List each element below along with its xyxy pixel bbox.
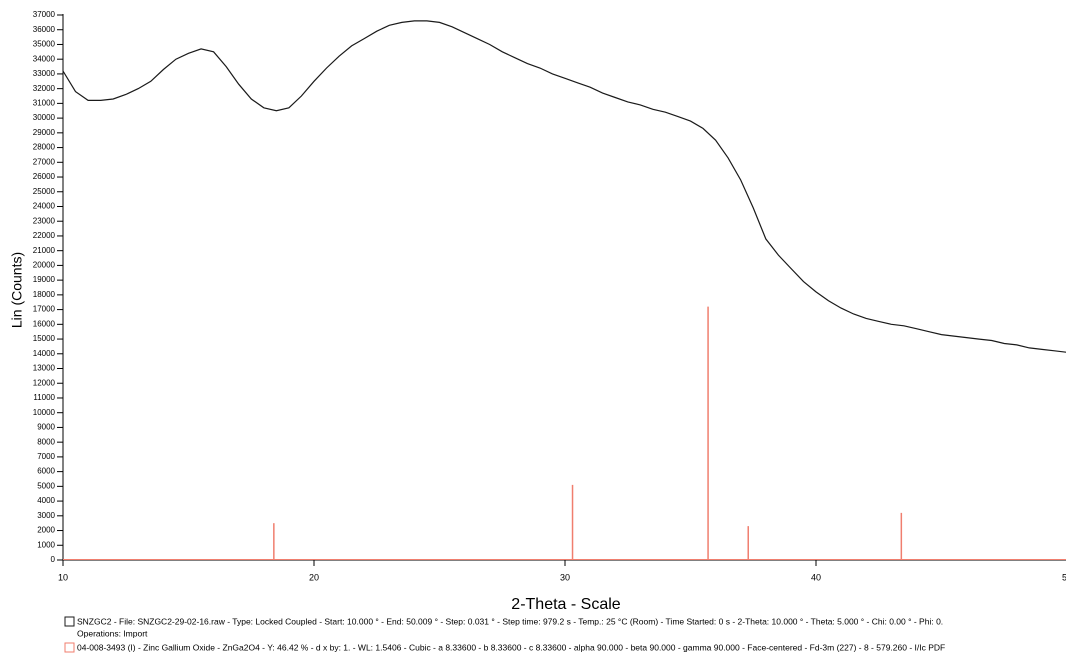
y-tick-label: 35000 (33, 40, 56, 49)
y-tick-label: 1000 (37, 540, 55, 549)
y-tick-label: 23000 (33, 216, 56, 225)
y-axis-title: Lin (Counts) (9, 252, 25, 328)
y-tick-label: 12000 (33, 378, 56, 387)
y-tick-label: 5000 (37, 481, 55, 490)
y-tick-label: 13000 (33, 364, 56, 373)
y-tick-label: 14000 (33, 349, 56, 358)
y-tick-label: 24000 (33, 202, 56, 211)
y-tick-label: 33000 (33, 69, 56, 78)
x-tick-label: 20 (309, 572, 319, 582)
legend-swatch (64, 642, 75, 653)
data-line (62, 20, 1066, 353)
y-tick-label: 21000 (33, 246, 56, 255)
y-tick-label: 36000 (33, 25, 56, 34)
y-tick-label: 17000 (33, 305, 56, 314)
y-tick-label: 15000 (33, 334, 56, 343)
y-tick-label: 3000 (37, 511, 55, 520)
legend-swatch (64, 616, 75, 627)
x-tick-label: 40 (811, 572, 821, 582)
y-tick-label: 8000 (37, 437, 55, 446)
y-tick-label: 4000 (37, 496, 55, 505)
x-axis-title: 2-Theta - Scale (511, 596, 620, 613)
y-tick-label: 34000 (33, 54, 56, 63)
legend-label: 04-008-3493 (I) - Zinc Gallium Oxide - Z… (77, 642, 945, 652)
y-tick-label: 0 (51, 555, 56, 564)
x-tick-label: 30 (560, 572, 570, 582)
y-tick-label: 9000 (37, 423, 55, 432)
legend-note: Operations: Import (77, 628, 148, 638)
y-tick-label: 29000 (33, 128, 56, 137)
y-tick-label: 6000 (37, 467, 55, 476)
y-tick-label: 20000 (33, 261, 56, 270)
y-tick-label: 22000 (33, 231, 56, 240)
y-tick-label: 37000 (33, 10, 56, 19)
y-tick-label: 30000 (33, 113, 56, 122)
legend-label: SNZGC2 - File: SNZGC2-29-02-16.raw - Typ… (77, 616, 943, 626)
y-tick-label: 10000 (33, 408, 56, 417)
y-tick-label: 19000 (33, 275, 56, 284)
y-tick-label: 16000 (33, 319, 56, 328)
x-tick-label: 10 (58, 572, 68, 582)
y-tick-label: 32000 (33, 84, 56, 93)
y-tick-label: 18000 (33, 290, 56, 299)
y-tick-label: 26000 (33, 172, 56, 181)
y-tick-label: 27000 (33, 157, 56, 166)
y-tick-label: 28000 (33, 143, 56, 152)
y-tick-label: 11000 (33, 393, 55, 402)
x-tick-label: 50 (1062, 572, 1066, 582)
y-tick-label: 7000 (37, 452, 55, 461)
y-tick-label: 2000 (37, 526, 55, 535)
y-tick-label: 31000 (33, 98, 56, 107)
y-tick-label: 25000 (33, 187, 56, 196)
